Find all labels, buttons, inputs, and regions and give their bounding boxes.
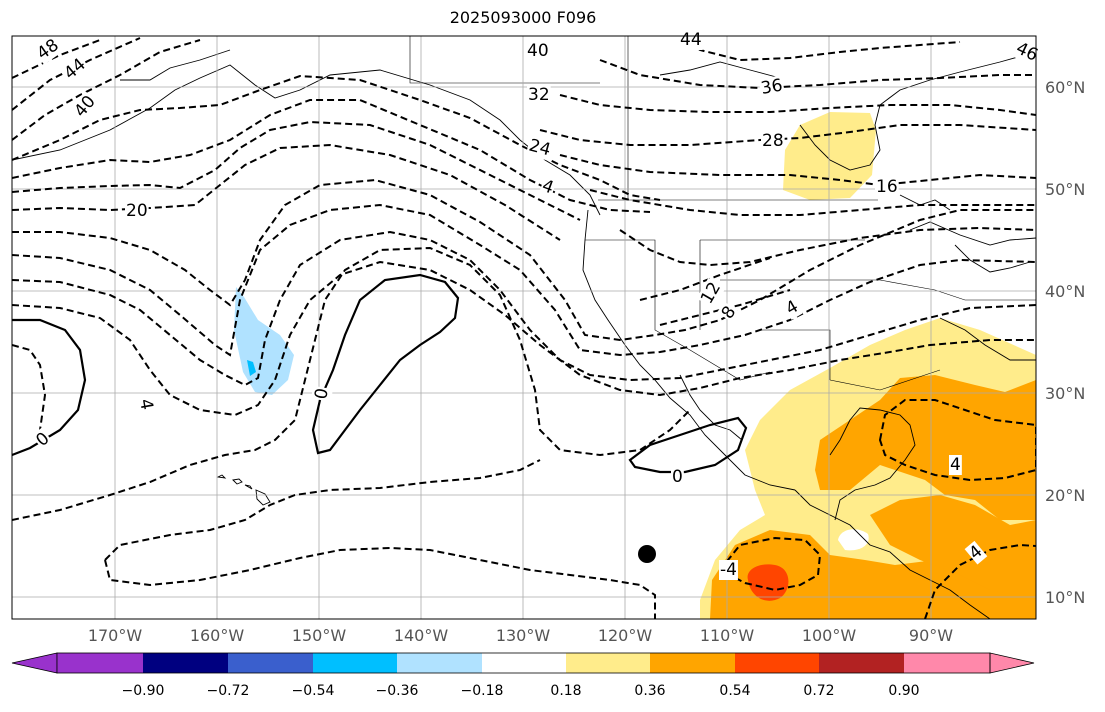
colorbar-tick-label: −0.90 — [121, 683, 165, 699]
lat-label: 20°N — [1045, 486, 1086, 505]
lon-label: 140°W — [393, 626, 449, 645]
contour-label: 0 — [311, 387, 333, 401]
colorbar-frame — [56, 652, 991, 674]
canada-yellow-fill — [783, 112, 876, 200]
lon-label: 100°W — [801, 626, 857, 645]
contour-label: 44 — [60, 55, 89, 84]
contour-label-bg — [525, 135, 554, 161]
colorbar-seg — [143, 653, 228, 673]
colorbar-seg — [57, 653, 143, 673]
contour-label: 44 — [680, 30, 702, 50]
contour-label: 20 — [126, 201, 148, 221]
contour-label: 4 — [950, 455, 961, 475]
colorbar-seg — [397, 653, 482, 673]
white-hole — [838, 529, 869, 551]
colorbar-tick-label: 0.18 — [550, 683, 582, 699]
contour-label-bg — [69, 91, 101, 122]
contour-label-bg — [125, 201, 149, 221]
lat-label: 30°N — [1045, 384, 1086, 403]
contour-label-bg — [758, 75, 786, 100]
contour-label-bg — [679, 30, 703, 50]
contour-label: 4 — [135, 397, 157, 411]
lon-label: 90°W — [908, 626, 954, 645]
contour-label: 12 — [697, 279, 725, 308]
lat-label: 10°N — [1045, 588, 1086, 607]
colorbar-tick-label: 0.90 — [888, 683, 920, 699]
contour-label-bg — [526, 41, 550, 61]
colorbar-tick-label: −0.72 — [206, 683, 250, 699]
contour-label-bg — [311, 385, 333, 402]
contour-label-bg — [538, 175, 558, 199]
contour-label: 46 — [1013, 38, 1041, 65]
contour-label-bg — [527, 85, 551, 105]
colorbar-seg — [566, 653, 650, 673]
colorbar-seg — [735, 653, 819, 673]
colorbar-seg — [904, 653, 990, 673]
colorbar-seg — [819, 653, 904, 673]
contour-label-bg — [781, 296, 803, 320]
lat-label: 40°N — [1045, 282, 1086, 301]
red-fill — [747, 564, 789, 601]
map-title: 2025093000 F096 — [449, 8, 597, 27]
lon-label: 160°W — [189, 626, 245, 645]
lon-label: 130°W — [495, 626, 551, 645]
colorbar-seg — [313, 653, 397, 673]
zero-contours — [12, 273, 748, 474]
colorbar-tick-label: −0.18 — [460, 683, 504, 699]
map-frame — [11, 35, 1037, 620]
dashed-contours — [12, 36, 1036, 619]
borders — [409, 36, 1036, 391]
lat-label: 60°N — [1045, 78, 1086, 97]
storm-marker — [638, 545, 656, 563]
contour-label-bg — [32, 34, 64, 65]
colorbar-tick-label: −0.36 — [375, 683, 419, 699]
contour-label-bg — [671, 467, 684, 487]
orange-fill-central — [870, 495, 1036, 600]
contour-label-bg — [964, 540, 988, 565]
anomaly-fills — [234, 112, 1036, 619]
contour-label-bg — [59, 53, 91, 85]
contour-label: 40 — [527, 41, 549, 61]
colorbar-tick-label: 0.72 — [803, 683, 835, 699]
contour-label: 40 — [71, 92, 100, 121]
contour-label: 28 — [762, 131, 784, 151]
contour-label-bg — [949, 455, 962, 475]
colorbar-tick-label: 0.36 — [634, 683, 666, 699]
colorbar-extend-low — [11, 652, 58, 674]
contour-label-bg — [761, 131, 785, 151]
contour-label: 48 — [33, 35, 62, 64]
contour-label-bg — [875, 177, 899, 197]
lon-label: 120°W — [597, 626, 653, 645]
blue-fill — [234, 287, 294, 395]
contour-label: 0 — [672, 467, 683, 487]
lon-label: 150°W — [291, 626, 347, 645]
colorbar-tick-label: −0.54 — [291, 683, 335, 699]
contour-label-bg — [1011, 37, 1042, 67]
contour-label-bg — [696, 277, 726, 309]
orange-fill-gulf — [815, 375, 1036, 520]
colorbar-seg — [482, 653, 566, 673]
contour-label-bg — [719, 560, 738, 580]
contour-label-bg — [134, 396, 157, 413]
lat-label: 50°N — [1045, 180, 1086, 199]
colorbar-tick-label: 0.54 — [719, 683, 751, 699]
colorbar-seg — [650, 653, 735, 673]
contour-label: 16 — [876, 177, 898, 197]
lon-label: 110°W — [699, 626, 755, 645]
lon-label: 170°W — [87, 626, 143, 645]
contour-label: -4 — [720, 560, 737, 580]
hawaii-islands — [216, 474, 271, 506]
colorbar — [11, 652, 1035, 674]
contour-label: 32 — [528, 85, 550, 105]
colorbar-seg — [228, 653, 313, 673]
contour-label: 36 — [759, 75, 784, 98]
contour-label-bg — [31, 427, 55, 452]
contour-label-bg — [717, 301, 741, 324]
colorbar-extend-high — [989, 652, 1035, 674]
darker-blue-fill — [247, 360, 256, 376]
